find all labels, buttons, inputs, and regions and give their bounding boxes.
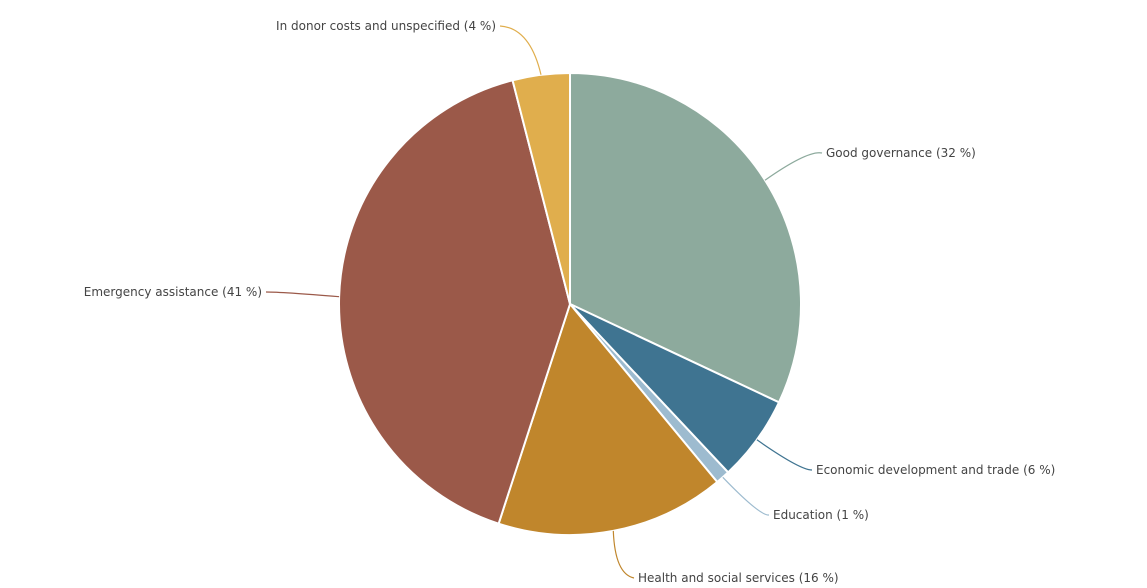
label-in-donor-costs-and-unspecified: In donor costs and unspecified (4 %): [276, 19, 496, 33]
slice-labels: Good governance (32 %) Economic developme…: [84, 19, 1056, 585]
leader-education: [722, 476, 770, 516]
slice-emergency-assistance: [338, 79, 572, 525]
pie-slices: [338, 71, 803, 536]
leader-lines: [265, 25, 823, 579]
slice-health-and-social-services: [497, 301, 719, 536]
slice-good-governance: [569, 71, 803, 404]
slice-in-donor-costs-and-unspecified: [511, 71, 571, 305]
leader-in-donor-costs-and-unspecified: [499, 25, 542, 75]
label-economic-development-and-trade: Economic development and trade (6 %): [816, 463, 1055, 477]
label-health-and-social-services: Health and social services (16 %): [638, 571, 839, 585]
leader-good-governance: [764, 152, 823, 181]
label-education: Education (1 %): [773, 508, 869, 522]
leader-economic-development-and-trade: [756, 439, 813, 471]
label-good-governance: Good governance (32 %): [826, 146, 976, 160]
label-emergency-assistance: Emergency assistance (41 %): [84, 285, 262, 299]
leader-emergency-assistance: [265, 291, 340, 298]
leader-health-and-social-services: [612, 530, 635, 579]
